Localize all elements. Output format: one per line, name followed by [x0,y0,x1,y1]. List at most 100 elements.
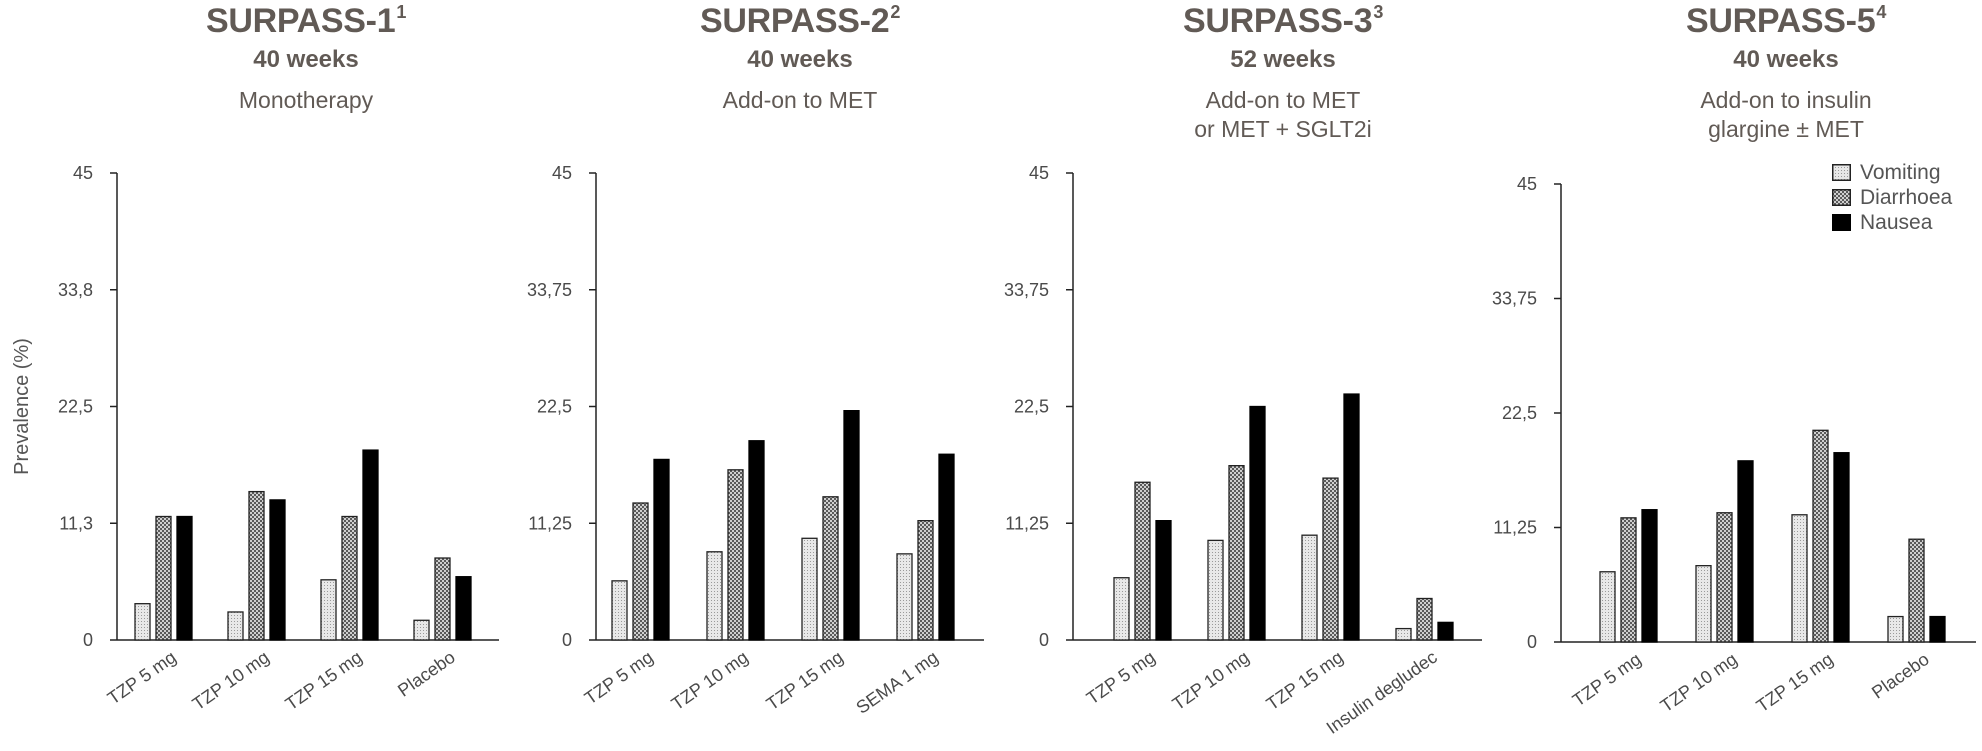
chart-description-2: Add-on to MET [580,86,1020,115]
legend-label-nausea: Nausea [1860,210,1933,234]
bar-diarrhoea-tzp-15-mg [822,496,839,641]
bar-diarrhoea-tzp-5-mg [1134,481,1151,641]
y-tick-label: 11,3 [59,513,93,533]
legend-item-vomiting: Vomiting [1832,160,1952,185]
x-tick-label: TZP 10 mg [668,647,752,714]
reference-superscript: 4 [1876,2,1887,22]
x-tick-label: TZP 5 mg [581,647,657,709]
bar-vomiting-tzp-10-mg [1207,539,1224,641]
bar-diarrhoea-tzp-5-mg [155,515,172,641]
legend-item-diarrhoea: Diarrhoea [1832,185,1952,210]
chart-description-3: Add-on to MET or MET + SGLT2i [1063,86,1503,144]
chart-title-4: SURPASS-54 [1566,2,1982,41]
bar-nausea-tzp-10-mg [1249,405,1266,641]
bar-nausea-tzp-15-mg [843,410,860,641]
bar-vomiting-tzp-5-mg [611,580,628,641]
bar-diarrhoea-tzp-15-mg [1322,477,1339,641]
x-tick-label: Placebo [1868,649,1933,703]
y-tick-label: 45 [552,163,572,183]
x-tick-label: TZP 10 mg [1169,647,1253,714]
x-tick-label: Placebo [394,647,459,701]
bar-vomiting-tzp-10-mg [706,551,723,641]
chart-title-3: SURPASS-33 [1063,2,1503,41]
bar-vomiting-tzp-15-mg [1301,534,1318,641]
bar-vomiting-tzp-5-mg [1599,571,1616,643]
reference-superscript: 3 [1373,2,1384,22]
bar-vomiting-tzp-10-mg [227,611,244,641]
y-tick-label: 33,75 [1004,280,1049,300]
bar-diarrhoea-tzp-10-mg [1716,512,1733,643]
bar-vomiting-placebo [1887,615,1904,643]
y-tick-label: 33,75 [1492,289,1537,309]
y-tick-label: 45 [73,163,93,183]
y-tick-label: 22,5 [537,397,572,417]
y-tick-label: 33,8 [58,280,93,300]
y-tick-label: 11,25 [528,513,572,533]
x-tick-label: SEMA 1 mg [852,647,941,718]
chart-subtitle-4: 40 weeks [1733,46,1839,73]
bar-vomiting-tzp-5-mg [1113,577,1130,641]
bar-vomiting-tzp-15-mg [1791,514,1808,643]
y-axis-label: Prevalence (%) [11,338,33,475]
x-tick-label: TZP 15 mg [1753,649,1837,716]
legend-swatch-diarrhoea [1832,189,1851,206]
bar-vomiting-placebo [413,619,430,641]
reference-superscript: 1 [396,2,407,22]
y-tick-label: 11,25 [1005,513,1049,533]
bar-diarrhoea-insulin-degludec [1416,597,1433,641]
bar-diarrhoea-tzp-10-mg [248,490,265,641]
y-tick-label: 0 [562,630,572,650]
description-line: Add-on to MET [722,87,878,113]
x-tick-label: TZP 5 mg [1083,647,1159,709]
y-tick-label: 22,5 [1502,403,1537,423]
bar-nausea-tzp-10-mg [748,440,765,641]
y-tick-label: 33,75 [527,280,572,300]
x-tick-label: TZP 5 mg [1569,649,1645,711]
bar-diarrhoea-tzp-15-mg [341,515,358,641]
x-tick-label: TZP 10 mg [189,647,273,714]
bar-diarrhoea-placebo [1908,538,1925,643]
chart-subtitle-1: 40 weeks [253,46,359,73]
bar-nausea-tzp-15-mg [362,449,379,641]
x-tick-label: TZP 15 mg [282,647,366,714]
bar-nausea-placebo [1929,615,1946,643]
bar-nausea-tzp-10-mg [269,499,286,641]
y-tick-label: 0 [83,630,93,650]
x-tick-label: TZP 15 mg [1263,647,1347,714]
description-line: glargine ± MET [1708,116,1864,142]
bar-nausea-tzp-10-mg [1737,460,1754,643]
chart-title-2: SURPASS-22 [580,2,1020,41]
legend-swatch-nausea [1832,214,1851,231]
chart-description-4: Add-on to insulin glargine ± MET [1566,86,1982,144]
legend-swatch-vomiting [1832,164,1851,181]
bar-nausea-insulin-degludec [1437,621,1454,641]
bar-nausea-sema-1-mg [938,453,955,641]
bar-diarrhoea-tzp-15-mg [1812,429,1829,643]
description-line: Add-on to insulin [1700,87,1872,113]
y-tick-label: 22,5 [58,397,93,417]
chart-title-text: SURPASS-1 [205,2,396,40]
bar-diarrhoea-tzp-5-mg [632,502,649,641]
chart-title-text: SURPASS-2 [699,2,890,40]
description-line: or MET + SGLT2i [1194,116,1372,142]
bar-vomiting-tzp-10-mg [1695,565,1712,643]
bar-nausea-tzp-5-mg [1641,509,1658,643]
legend-item-nausea: Nausea [1832,210,1952,235]
bar-nausea-tzp-5-mg [1155,520,1172,641]
description-line: Monotherapy [238,87,374,113]
y-tick-label: 45 [1029,163,1049,183]
bar-vomiting-tzp-5-mg [134,603,151,641]
bar-diarrhoea-sema-1-mg [917,520,934,641]
bar-nausea-tzp-5-mg [653,458,670,641]
bar-vomiting-tzp-15-mg [801,537,818,641]
x-tick-label: TZP 5 mg [104,647,180,709]
y-tick-label: 11,25 [1493,518,1537,538]
reference-superscript: 2 [890,2,901,22]
chart-title-text: SURPASS-3 [1182,2,1373,40]
chart-subtitle-2: 40 weeks [747,46,853,73]
chart-title-text: SURPASS-5 [1685,2,1876,40]
y-tick-label: 22,5 [1014,397,1049,417]
chart-subtitle-3: 52 weeks [1230,46,1336,73]
bar-diarrhoea-tzp-10-mg [727,469,744,641]
bar-vomiting-sema-1-mg [896,553,913,641]
